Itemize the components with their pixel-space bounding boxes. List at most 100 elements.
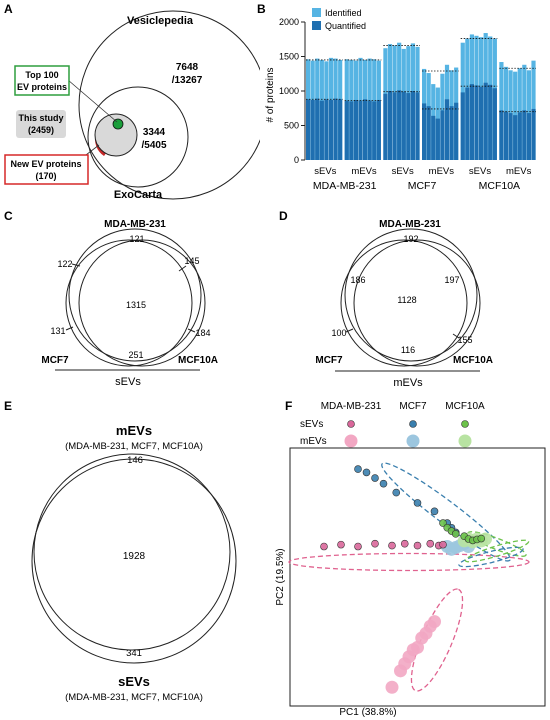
vesiclepedia-label: Vesiclepedia [127, 15, 194, 27]
bar-ylabel: # of proteins [265, 67, 276, 122]
pca-legend-col-mcf10a: MCF10A [445, 401, 485, 412]
bar-quantified [410, 91, 416, 160]
pca-legend-mcf10a-mevs [458, 434, 472, 448]
panel-letter-f: F [285, 399, 292, 413]
top100-line1: Top 100 [25, 70, 58, 80]
venn-d-ur: 197 [444, 275, 459, 285]
pca-point [451, 530, 460, 538]
bar-quantified [513, 115, 518, 160]
pca-point [430, 507, 439, 516]
bar-quantified [526, 113, 532, 160]
bar-ev-label: sEVs [392, 166, 414, 177]
panel-a: A Vesiclepedia 7648 /13267 3344 /5405 Ex… [4, 2, 260, 200]
bar-y-tick-label: 1000 [279, 86, 299, 96]
new-proteins-line1: New EV proteins [10, 159, 81, 169]
pca-point [428, 615, 441, 629]
bar-quantified [479, 86, 484, 160]
bar-quantified [338, 99, 343, 160]
new-proteins-box [4, 154, 89, 185]
venn-d-ll: 100 [331, 328, 346, 338]
venn-e-center-value: 1928 [123, 551, 146, 562]
pca-point [477, 534, 486, 543]
bar-quantified [460, 92, 465, 160]
bar-y-tick-label: 500 [284, 121, 299, 131]
venn-c-ur-tick [178, 265, 187, 272]
inner-count-line1: 3344 [143, 127, 166, 138]
panel-letter-b: B [257, 2, 266, 16]
pca-ellipse-mcf7-sevs [381, 462, 511, 562]
panel-d-venn: D MDA-MB-231 192 186 197 1128 100 155 11… [279, 209, 493, 389]
venn-d-top: 192 [403, 234, 418, 244]
bar-quantified [435, 118, 440, 160]
pca-plot-frame [289, 447, 546, 707]
legend-label-identified: Identified [325, 8, 362, 18]
venn-e-circle-sevs [31, 458, 237, 664]
bar-ev-label: mEVs [429, 166, 455, 177]
exocarta-label: ExoCarta [114, 189, 163, 200]
bar-quantified [454, 102, 459, 160]
bar-quantified [353, 99, 359, 160]
bar-quantified [531, 108, 536, 160]
venn-c-center: 1315 [126, 300, 146, 310]
bar-quantified [415, 92, 420, 160]
venn-e-top-title: mEVs [116, 423, 152, 438]
bar-ev-label: sEVs [469, 166, 491, 177]
bar-quantified [517, 112, 522, 160]
bar-quantified [372, 101, 377, 160]
panel-letter-a: A [4, 2, 13, 16]
top100-dot [112, 118, 124, 130]
bar-quantified [328, 99, 334, 160]
bar-cell-label: MDA-MB-231 [313, 180, 377, 192]
pca-point [354, 542, 362, 551]
bar-ev-label: mEVs [506, 166, 532, 177]
pca-legend-mcf7-sevs [409, 420, 417, 428]
venn-d-ul: 186 [350, 275, 365, 285]
pca-legend-col-mcf7: MCF7 [399, 401, 427, 412]
venn-c-lr-tick [187, 328, 196, 333]
pca-point [392, 488, 401, 497]
venn-c-ur: 145 [184, 256, 199, 266]
legend-label-quantified: Quantified [325, 21, 366, 31]
this-study-line2: (2459) [28, 125, 54, 135]
bar-ev-label: sEVs [314, 166, 336, 177]
venn-e-bottom-sub: (MDA-MB-231, MCF7, MCF10A) [65, 692, 203, 703]
pca-point [388, 541, 396, 550]
venn-d-lr-tick [452, 333, 460, 339]
venn-c-ul-tick [71, 263, 81, 267]
bar-y-tick-label: 0 [294, 155, 299, 165]
this-study-box [16, 110, 66, 138]
bar-quantified [444, 99, 450, 160]
pca-point [371, 474, 379, 482]
top100-box [14, 65, 70, 96]
venn-c-ul: 122 [57, 259, 72, 269]
bar-quantified [483, 82, 488, 160]
bar-quantified [333, 98, 338, 160]
venn-c-circle-mcf7 [65, 239, 193, 367]
outer-count-line1: 7648 [176, 62, 199, 73]
pca-ylabel: PC2 (19.5%) [275, 548, 286, 605]
pca-xlabel: PC1 (38.8%) [339, 707, 396, 718]
new-proteins-region [94, 128, 107, 156]
bar-quantified [431, 115, 436, 160]
pca-legend-mda-mevs [344, 434, 358, 448]
bar-quantified [315, 98, 320, 160]
panel-b-bar-chart: B # of proteins 0 500 1000 1500 2000 Identif… [257, 2, 536, 192]
venn-e-bottom-value: 341 [126, 648, 142, 659]
venn-c-top: 121 [129, 234, 144, 244]
pca-point [371, 539, 379, 548]
top100-line2: EV proteins [17, 82, 67, 92]
pca-point [362, 468, 371, 477]
pca-point [379, 479, 388, 488]
venn-d-title: mEVs [393, 377, 423, 389]
venn-c-ll-tick [65, 326, 74, 331]
exocarta-circle [87, 86, 189, 188]
venn-c-ll: 131 [50, 326, 65, 336]
bar-quantified [465, 87, 470, 160]
bar-y-tick-label: 2000 [279, 17, 299, 27]
bar-quantified [363, 99, 368, 160]
bar-quantified [422, 103, 427, 160]
bar-quantified [376, 99, 381, 160]
bar-quantified [349, 101, 354, 160]
pca-ellipse-mcf10a-mevs [464, 539, 530, 563]
pca-point [354, 465, 362, 473]
